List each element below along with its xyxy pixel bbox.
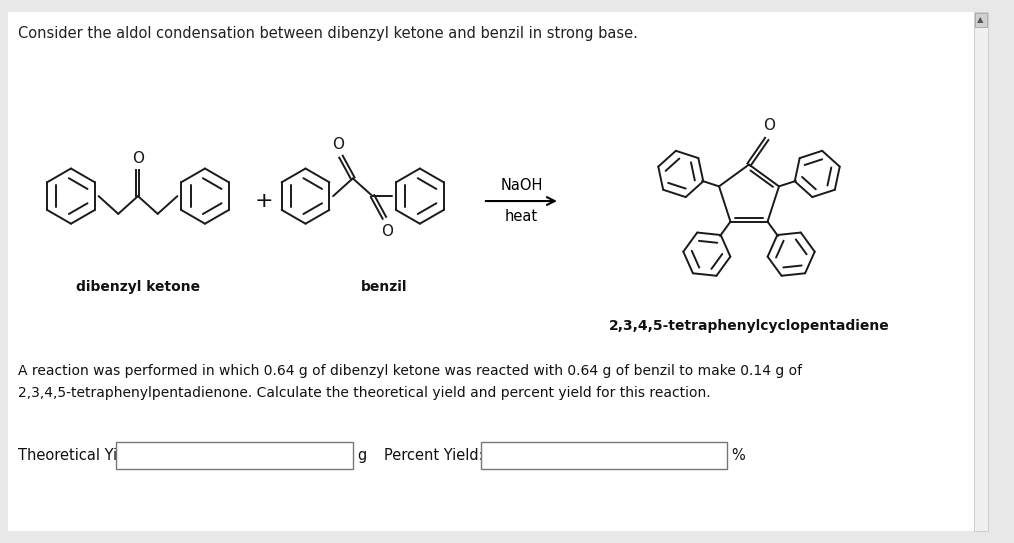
Text: A reaction was performed in which 0.64 g of dibenzyl ketone was reacted with 0.6: A reaction was performed in which 0.64 g… — [17, 364, 802, 377]
Text: O: O — [332, 137, 344, 151]
Bar — [974, 13, 987, 27]
Text: %: % — [731, 448, 745, 463]
Text: +: + — [255, 191, 274, 211]
Text: O: O — [381, 224, 393, 239]
Bar — [481, 441, 727, 469]
Text: dibenzyl ketone: dibenzyl ketone — [76, 280, 200, 294]
Text: g: g — [357, 448, 366, 463]
Bar — [973, 12, 988, 531]
Text: O: O — [132, 150, 144, 166]
Text: NaOH: NaOH — [500, 178, 542, 193]
Bar — [117, 441, 353, 469]
Text: benzil: benzil — [361, 280, 408, 294]
Text: ▲: ▲ — [977, 15, 984, 24]
Text: O: O — [763, 118, 775, 133]
Text: Theoretical Yield:: Theoretical Yield: — [17, 448, 144, 463]
Text: Percent Yield:: Percent Yield: — [384, 448, 484, 463]
Text: Consider the aldol condensation between dibenzyl ketone and benzil in strong bas: Consider the aldol condensation between … — [17, 26, 638, 41]
Text: heat: heat — [505, 209, 537, 224]
Text: 2,3,4,5-tetraphenylpentadienone. Calculate the theoretical yield and percent yie: 2,3,4,5-tetraphenylpentadienone. Calcula… — [17, 386, 711, 400]
Text: 2,3,4,5-tetraphenylcyclopentadiene: 2,3,4,5-tetraphenylcyclopentadiene — [608, 319, 889, 333]
